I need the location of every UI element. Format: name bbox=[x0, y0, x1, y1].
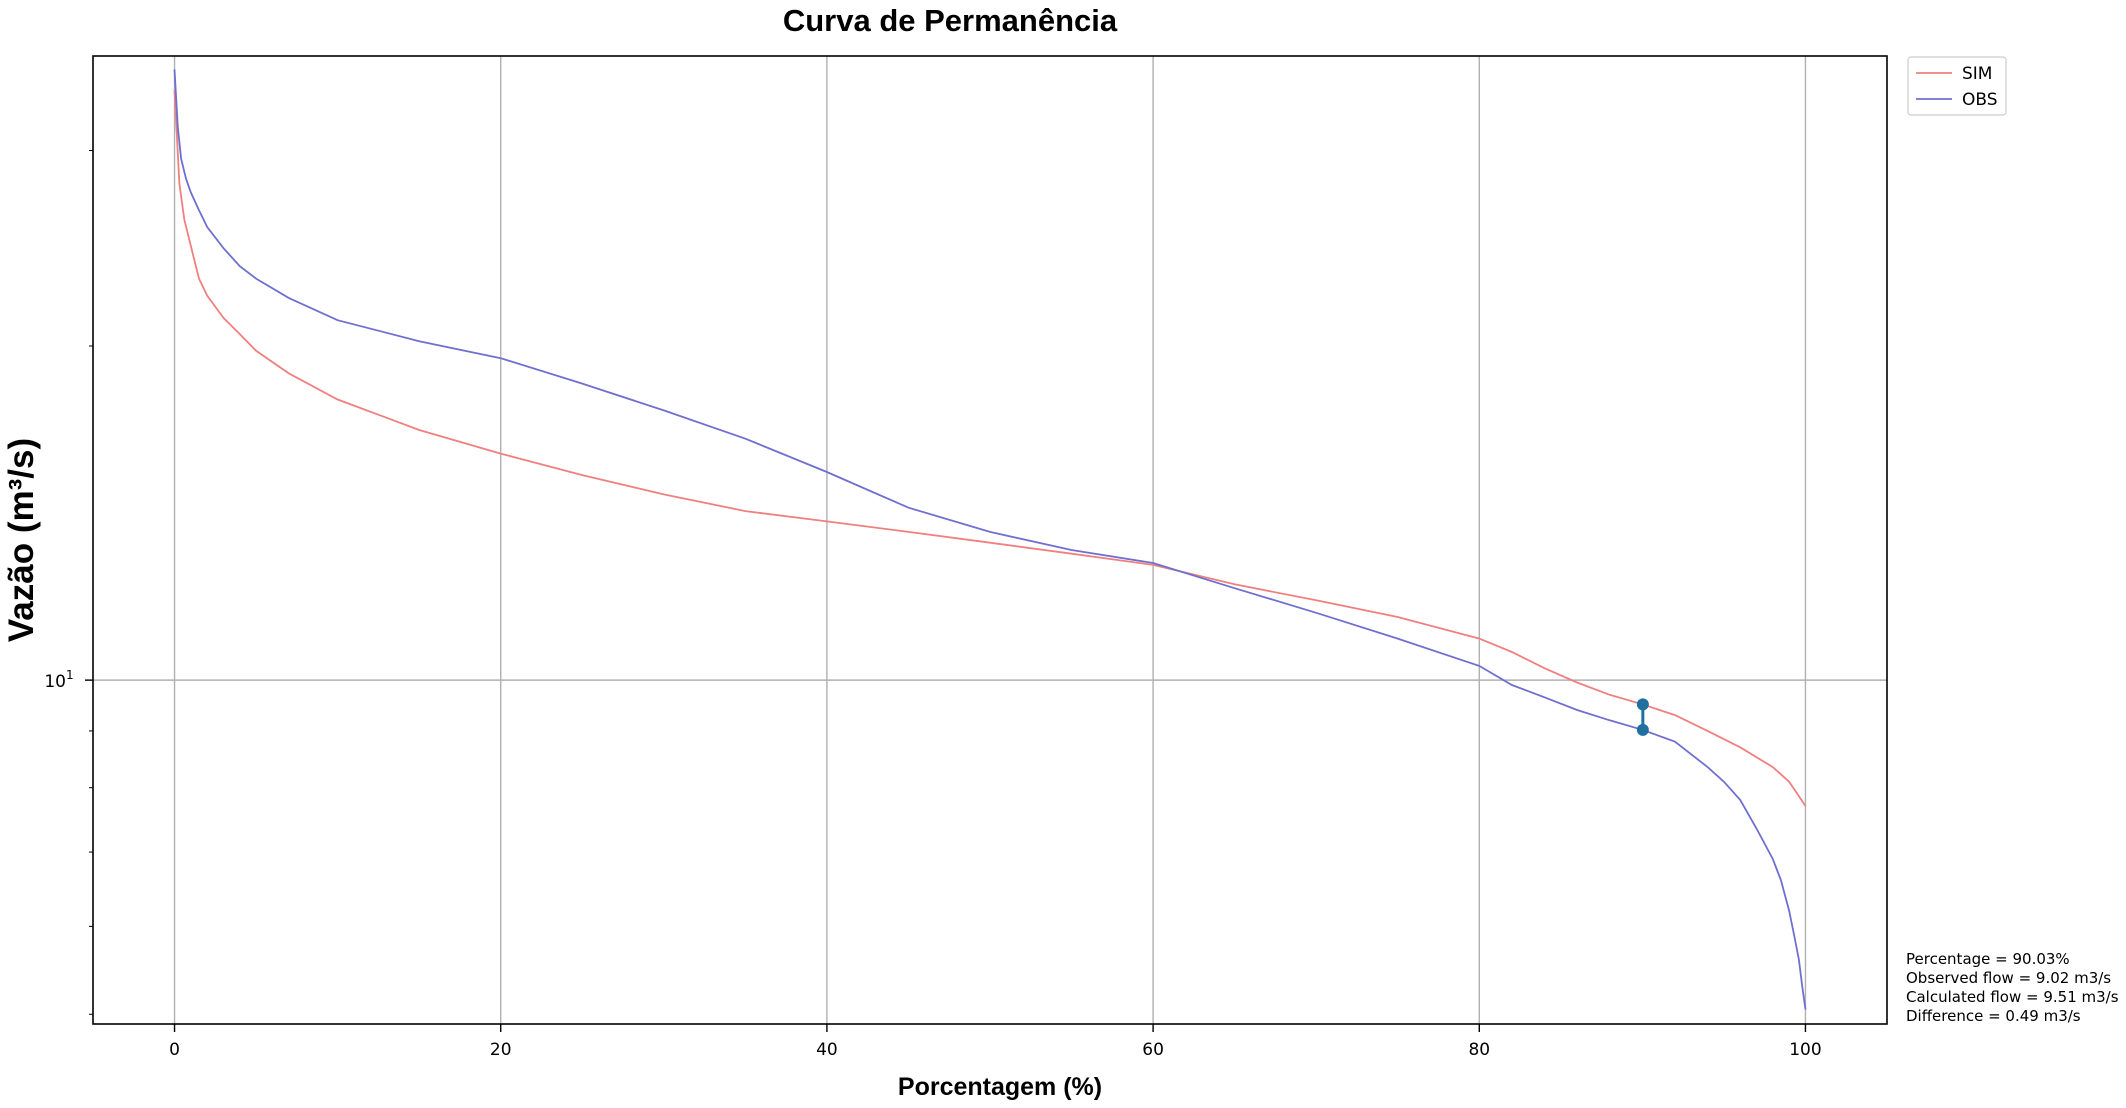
info-annotation: Percentage = 90.03% Observed flow = 9.02… bbox=[1906, 950, 2119, 1025]
legend-label-obs: OBS bbox=[1962, 90, 1998, 110]
x-tick-label: 100 bbox=[1789, 1040, 1821, 1060]
info-calculated-flow: Calculated flow = 9.51 m3/s bbox=[1906, 988, 2119, 1006]
highlight-point bbox=[1636, 698, 1649, 711]
y-axis-label: Vazão (m³/s) bbox=[2, 438, 41, 642]
series-lines bbox=[173, 69, 1807, 1010]
plot-frame bbox=[92, 55, 1888, 1025]
legend-label-sim: SIM bbox=[1962, 64, 1992, 84]
highlight-markers bbox=[1636, 698, 1649, 736]
legend: SIM OBS bbox=[1907, 56, 2007, 116]
legend-box bbox=[1907, 56, 2007, 116]
x-tick-label: 80 bbox=[1468, 1040, 1490, 1060]
info-percentage: Percentage = 90.03% bbox=[1906, 950, 2070, 968]
x-axis-ticks: 0 20 40 60 80 100 bbox=[169, 1024, 1822, 1060]
series-line-sim bbox=[173, 90, 1807, 807]
grid-lines bbox=[93, 56, 1887, 1024]
x-tick-label: 60 bbox=[1142, 1040, 1164, 1060]
series-line-obs bbox=[173, 69, 1807, 1010]
highlight-point bbox=[1636, 723, 1649, 736]
x-tick-label: 40 bbox=[816, 1040, 838, 1060]
info-observed-flow: Observed flow = 9.02 m3/s bbox=[1906, 969, 2111, 987]
x-tick-label: 20 bbox=[490, 1040, 512, 1060]
y-axis-ticks: 101 bbox=[44, 150, 93, 1015]
chart-title: Curva de Permanência bbox=[783, 3, 1118, 38]
x-tick-label: 0 bbox=[169, 1040, 180, 1060]
y-tick-label: 101 bbox=[44, 668, 73, 692]
x-axis-label: Porcentagem (%) bbox=[898, 1073, 1102, 1101]
info-difference: Difference = 0.49 m3/s bbox=[1906, 1007, 2081, 1025]
